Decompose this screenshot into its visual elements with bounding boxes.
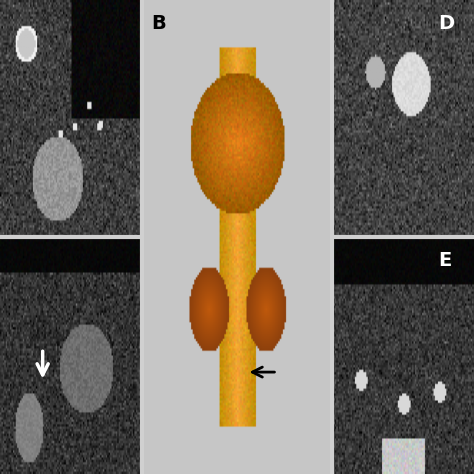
- Text: B: B: [152, 14, 166, 33]
- Text: E: E: [438, 251, 452, 270]
- Text: D: D: [438, 14, 455, 33]
